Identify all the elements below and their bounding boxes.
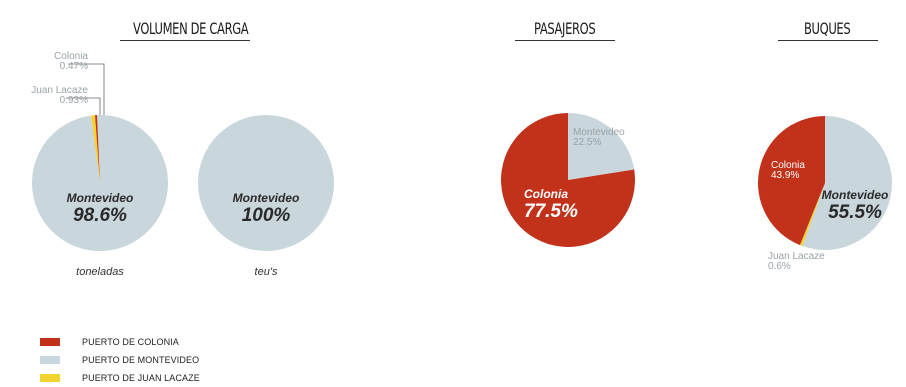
legend-swatch-montevideo: [40, 356, 60, 364]
section-title-volumen: VOLUMEN DE CARGA: [133, 19, 249, 38]
pie-slice-montevideo: [802, 116, 892, 251]
label-montevideo-name: Montevideo: [233, 191, 300, 205]
label-montevideo-name: Montevideo: [822, 188, 889, 202]
label-montevideo-value: 98.6%: [73, 205, 127, 226]
label-colonia-value: 43.9%: [771, 170, 799, 181]
legend-label: PUERTO DE MONTEVIDEO: [82, 355, 200, 365]
label-colonia-value: 77.5%: [524, 201, 578, 222]
legend-label: PUERTO DE JUAN LACAZE: [82, 373, 200, 383]
section-title-buques: BUQUES: [804, 19, 851, 38]
leader-line: [66, 97, 101, 118]
label-colonia-name: Colonia: [771, 160, 805, 171]
pie-slice-montevideo: [198, 115, 334, 251]
legend-swatch-juan-lacaze: [40, 374, 60, 382]
pie-slice-juan-lacaze: [91, 115, 100, 183]
label-juan-lacaze-value: 0.6%: [768, 261, 791, 272]
pie-caption: teu's: [255, 266, 278, 278]
legend-item-juan-lacaze: PUERTO DE JUAN LACAZE: [40, 369, 200, 387]
legend-label: PUERTO DE COLONIA: [82, 337, 179, 347]
legend-item-montevideo: PUERTO DE MONTEVIDEO: [40, 351, 200, 369]
pie-caption: toneladas: [76, 266, 124, 278]
label-montevideo-name: Montevideo: [573, 127, 625, 138]
label-colonia-name: Colonia: [54, 51, 88, 62]
title-rule-volumen: [120, 40, 250, 41]
title-rule-pasajeros: [515, 40, 615, 41]
pie-slice-colonia: [500, 113, 635, 247]
label-juan-lacaze-value: 0.93%: [60, 95, 88, 106]
section-title-pasajeros: PASAJEROS: [534, 19, 596, 38]
title-rule-buques: [778, 40, 878, 41]
label-montevideo-value: 22.5%: [573, 137, 601, 148]
pie-slice-colonia: [758, 116, 825, 246]
legend-item-colonia: PUERTO DE COLONIA: [40, 333, 200, 351]
pie-slice-montevideo: [31, 115, 168, 251]
label-juan-lacaze-name: Juan Lacaze: [768, 251, 825, 262]
label-colonia-value: 0.47%: [60, 61, 88, 72]
legend: PUERTO DE COLONIA PUERTO DE MONTEVIDEO P…: [40, 333, 200, 387]
label-montevideo-value: 55.5%: [828, 202, 882, 223]
legend-swatch-colonia: [40, 338, 60, 346]
label-montevideo-name: Montevideo: [67, 191, 134, 205]
leader-line: [68, 63, 105, 118]
pie-slice-montevideo: [568, 113, 635, 180]
pie-slice-colonia: [95, 115, 100, 183]
pie-slice-juan-lacaze: [799, 183, 825, 247]
label-juan-lacaze-name: Juan Lacaze: [31, 85, 88, 96]
label-montevideo-value: 100%: [242, 205, 291, 226]
label-colonia-name: Colonia: [524, 187, 568, 201]
